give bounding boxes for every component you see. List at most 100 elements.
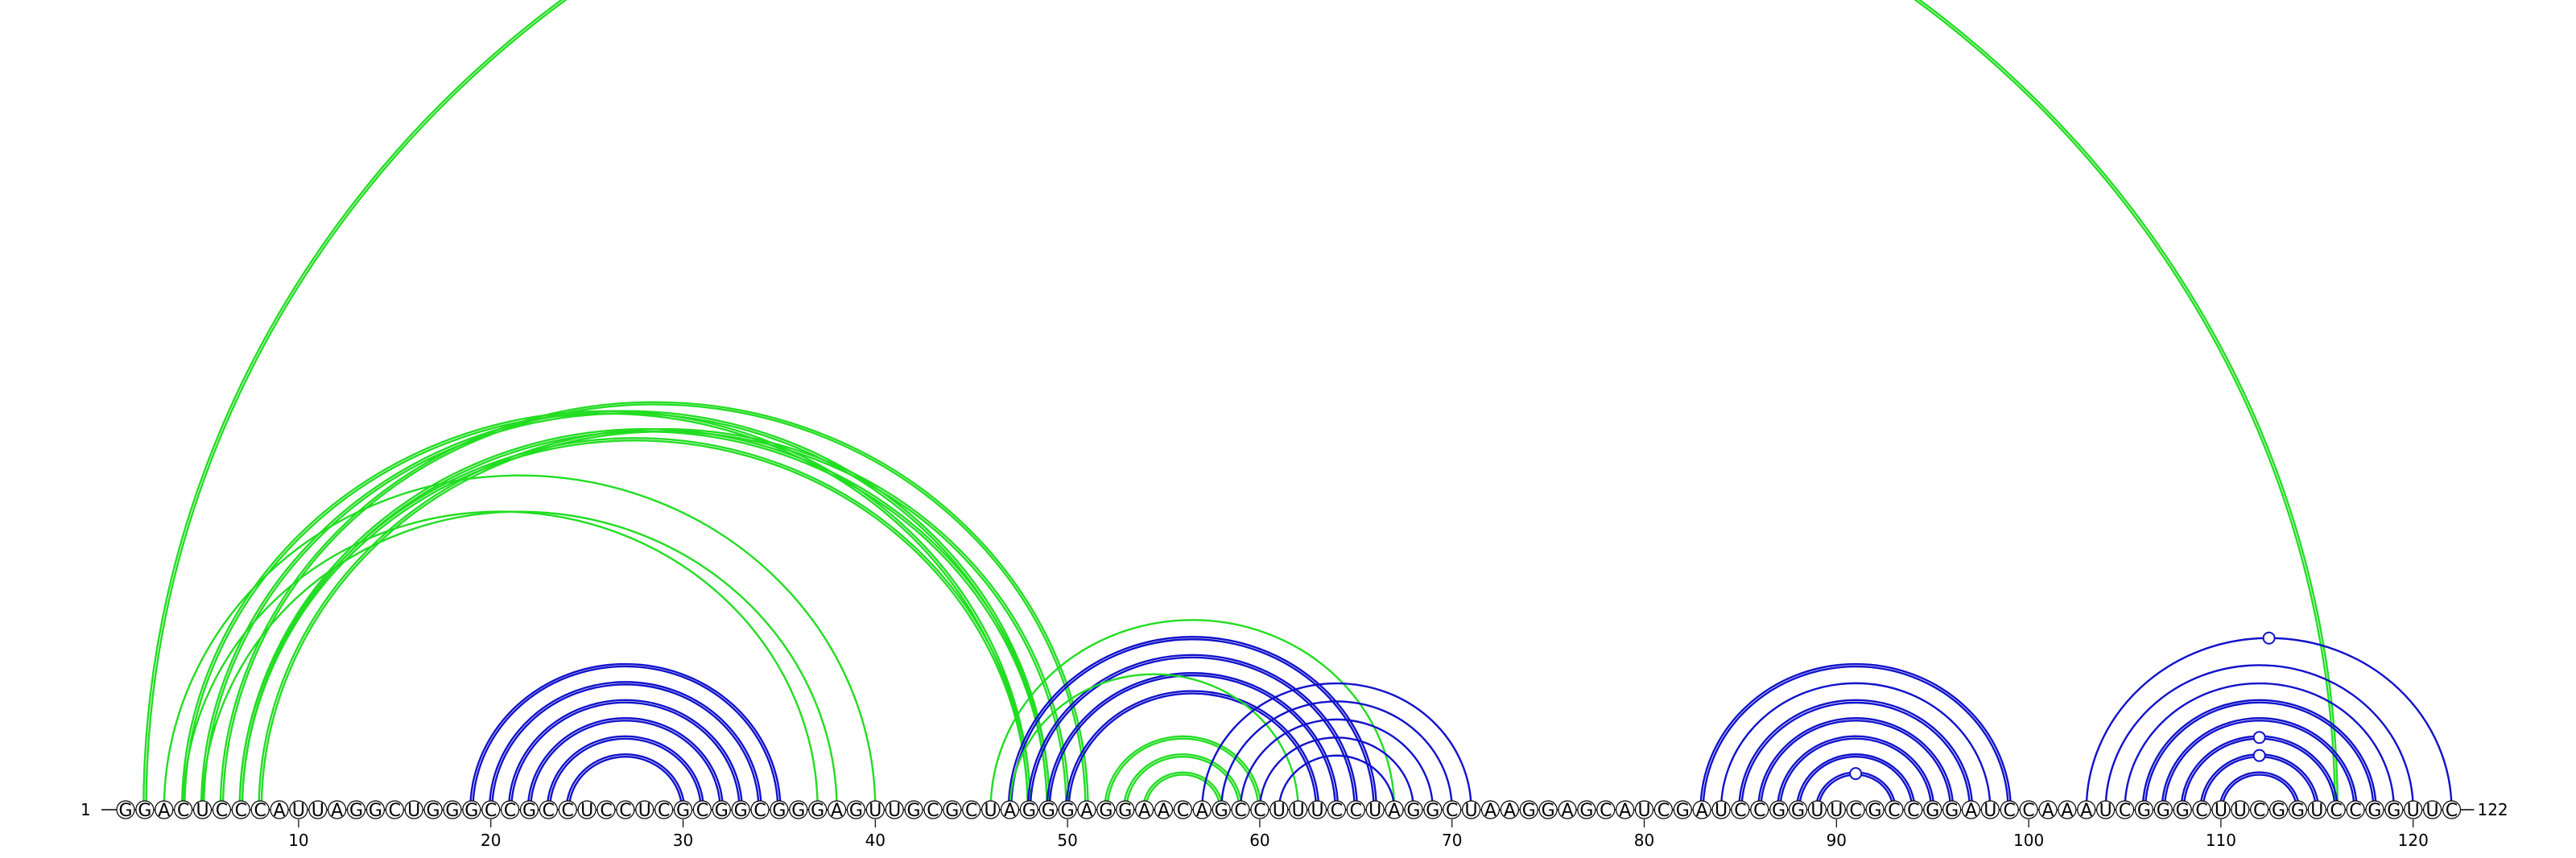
nucleotide-circle <box>443 800 462 819</box>
arc-blue-20-34 <box>488 681 762 811</box>
nucleotide-14: G <box>365 800 386 821</box>
arc-green-4-48 <box>180 410 1032 811</box>
nucleotide-113: G <box>2268 800 2289 821</box>
nucleotide-circle <box>616 800 635 819</box>
nucleotide-letter: G <box>2176 801 2190 821</box>
nucleotide-70: C <box>1443 800 1462 821</box>
nucleotide-104: U <box>2096 800 2116 821</box>
nucleotide-50: G <box>1058 800 1077 821</box>
nucleotide-47: A <box>1000 800 1020 821</box>
nucleotide-23: C <box>539 800 558 821</box>
nucleotide-17: G <box>423 800 443 821</box>
nucleotide-circle <box>539 800 558 819</box>
nucleotide-75: G <box>1538 800 1558 821</box>
nucleotide-letter: C <box>2446 801 2458 821</box>
nucleotide-circle <box>2115 800 2135 819</box>
tick-label-110: 110 <box>2206 831 2236 850</box>
nucleotide-79: A <box>1616 800 1635 821</box>
arc-green-7-48 <box>238 437 1032 811</box>
nucleotide-51: A <box>1077 800 1096 821</box>
nucleotide-12: A <box>328 800 347 821</box>
nucleotide-circle <box>519 800 539 819</box>
nucleotide-3: A <box>155 800 174 821</box>
nucleotide-circle <box>673 800 693 819</box>
nucleotide-circle <box>174 800 193 819</box>
nucleotide-38: A <box>827 800 847 821</box>
nucleotide-letter: U <box>2099 801 2112 821</box>
nucleotide-circle <box>904 800 923 819</box>
nucleotide-circle <box>943 800 962 819</box>
nucleotide-circle <box>1346 800 1365 819</box>
nucleotide-letter: G <box>427 801 440 821</box>
nucleotide-circle <box>1135 800 1154 819</box>
nucleotide-circle <box>1307 800 1327 819</box>
nucleotide-letter: U <box>869 801 881 821</box>
arc-blue-87-95 <box>1779 737 1933 811</box>
nucleotide-circle <box>558 800 577 819</box>
nucleotide-circle <box>481 800 501 819</box>
nucleotide-circle <box>1385 800 1404 819</box>
nucleotide-circle <box>980 800 1001 819</box>
arc-green-54-58 <box>1145 773 1221 811</box>
nucleotide-letter: G <box>118 801 132 821</box>
nucleotide-letter: C <box>1850 801 1862 821</box>
nucleotide-10: U <box>289 800 308 821</box>
nucleotide-circle <box>192 800 213 819</box>
nucleotide-letter: U <box>985 801 997 821</box>
nucleotide-letter: G <box>945 801 959 821</box>
nucleotide-circle <box>1538 800 1558 819</box>
nucleotide-letter: C <box>235 801 247 821</box>
tick-label-70: 70 <box>1442 831 1462 850</box>
nucleotide-22: G <box>519 800 539 821</box>
nucleotide-letter: C <box>619 801 631 821</box>
arc-blue-49-64 <box>1048 674 1337 811</box>
nucleotide-letter: U <box>2407 801 2420 821</box>
arc-green-54-58 <box>1141 771 1224 811</box>
start-label: 1 <box>80 800 91 819</box>
nucleotide-circle <box>1443 800 1462 819</box>
nucleotide-120: U <box>2404 800 2423 821</box>
arcs-layer <box>142 0 2453 811</box>
nucleotide-2: G <box>135 800 155 821</box>
nucleotide-letter: G <box>791 801 805 821</box>
nucleotide-circle <box>1711 800 1731 819</box>
nucleotide-letter: G <box>772 801 786 821</box>
nucleotide-letter: A <box>1138 801 1150 821</box>
nucleotide-letter: C <box>1734 801 1746 821</box>
nucleotide-65: C <box>1346 800 1365 821</box>
arc-blue-85-97 <box>1738 699 1974 811</box>
nucleotide-letter: C <box>1350 801 1362 821</box>
nucleotide-letter: G <box>464 801 478 821</box>
nucleotide-72: A <box>1480 800 1501 821</box>
nucleotide-letter: G <box>2157 801 2170 821</box>
arc-marker-108-116 <box>2252 731 2266 745</box>
arc-blue-83-99 <box>1702 665 2009 811</box>
nucleotide-circle <box>2211 800 2231 819</box>
nucleotide-circle <box>577 800 597 819</box>
nucleotide-circle <box>2038 800 2058 819</box>
nucleotide-letter: G <box>369 801 382 821</box>
nucleotide-letter: G <box>1945 801 1959 821</box>
nucleotide-24: C <box>558 800 577 821</box>
nucleotide-circle <box>2250 800 2269 819</box>
arc-blue-107-117 <box>2163 720 2355 811</box>
arc-green-4-48 <box>184 412 1029 811</box>
arc-green-53-59 <box>1122 753 1243 811</box>
nucleotide-103: A <box>2077 800 2096 821</box>
nucleotide-letter: C <box>1177 801 1189 821</box>
nucleotide-letter: A <box>1484 801 1496 821</box>
nucleotide-80: U <box>1634 800 1654 821</box>
nucleotide-34: C <box>750 800 770 821</box>
arc-green-5-49 <box>202 412 1048 811</box>
nucleotide-circle <box>1461 800 1481 819</box>
nucleotide-circle <box>2077 800 2096 819</box>
arc-blue-60-68 <box>1258 736 1415 811</box>
nucleotide-circle <box>2307 800 2326 819</box>
nucleotide-letter: G <box>2272 801 2285 821</box>
nucleotide-letter: C <box>696 801 708 821</box>
nucleotide-letter: C <box>658 801 670 821</box>
nucleotide-40: U <box>865 800 885 821</box>
nucleotide-circle <box>1038 800 1058 819</box>
nucleotide-circle <box>827 800 847 819</box>
nucleotide-84: U <box>1711 800 1731 821</box>
